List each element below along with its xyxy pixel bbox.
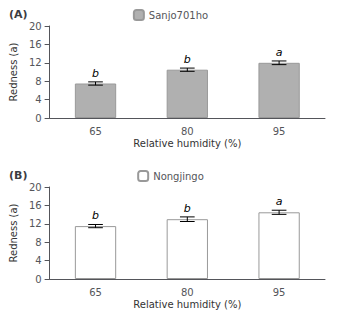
svg-text:95: 95 (273, 287, 286, 298)
svg-text:b: b (92, 209, 99, 222)
svg-text:a: a (276, 195, 283, 208)
svg-text:Relative humidity (%): Relative humidity (%) (133, 138, 241, 149)
svg-text:20: 20 (29, 21, 42, 32)
svg-text:12: 12 (29, 218, 42, 229)
svg-text:8: 8 (35, 76, 41, 87)
svg-text:16: 16 (29, 200, 42, 211)
svg-text:Nongjingo: Nongjingo (153, 171, 204, 182)
svg-text:65: 65 (89, 126, 102, 137)
svg-text:80: 80 (181, 287, 194, 298)
svg-text:12: 12 (29, 57, 42, 68)
svg-text:95: 95 (273, 126, 286, 137)
svg-text:(B): (B) (9, 169, 27, 182)
svg-text:b: b (92, 67, 99, 80)
svg-text:65: 65 (89, 287, 102, 298)
svg-text:16: 16 (29, 39, 42, 50)
svg-text:(A): (A) (9, 8, 28, 21)
svg-text:4: 4 (35, 94, 41, 105)
svg-text:0: 0 (35, 113, 41, 124)
svg-text:Redness (a): Redness (a) (8, 203, 19, 262)
svg-text:20: 20 (29, 182, 42, 193)
svg-text:Redness (a): Redness (a) (8, 42, 19, 101)
svg-text:4: 4 (35, 255, 41, 266)
svg-text:b: b (184, 53, 191, 66)
svg-text:0: 0 (35, 274, 41, 285)
svg-text:8: 8 (35, 237, 41, 248)
svg-text:Relative humidity (%): Relative humidity (%) (133, 299, 241, 310)
svg-text:a: a (276, 46, 283, 59)
svg-text:80: 80 (181, 126, 194, 137)
svg-text:b: b (184, 202, 191, 215)
svg-text:Sanjo701ho: Sanjo701ho (149, 10, 208, 21)
